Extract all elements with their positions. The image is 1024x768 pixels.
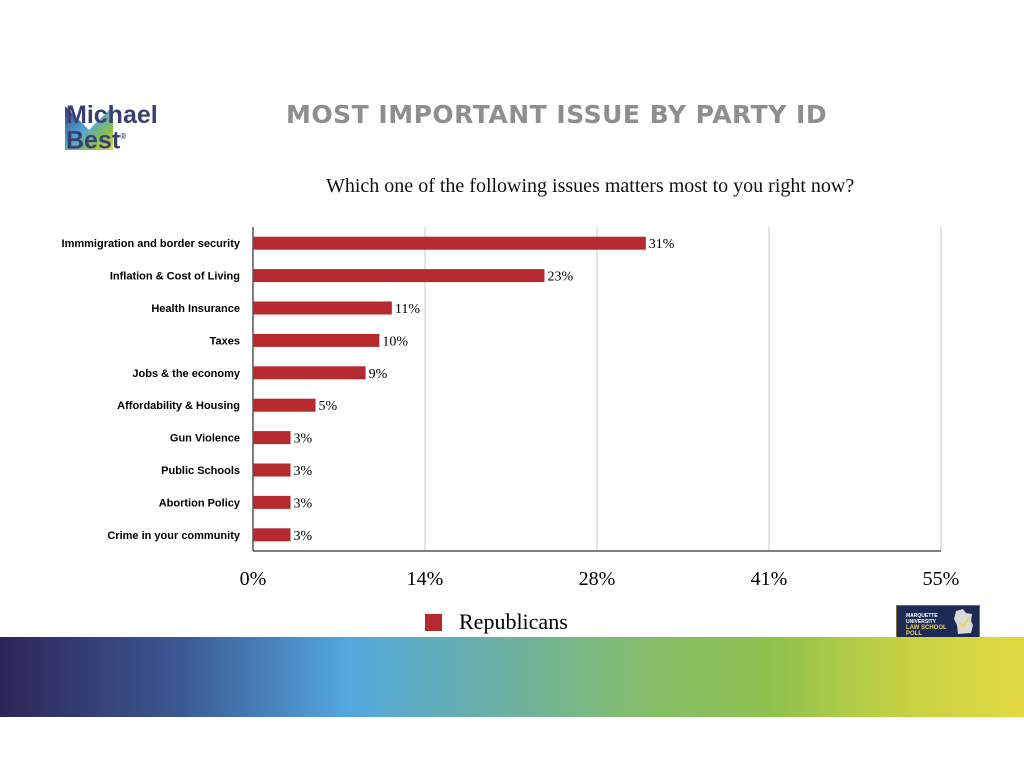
bar: [253, 398, 316, 412]
category-label: Jobs & the economy: [132, 368, 240, 380]
bar: [253, 495, 291, 509]
x-tick-label: 55%: [923, 568, 960, 590]
poll-badge-text: MARQUETTE UNIVERSITY LAW SCHOOL POLL: [906, 613, 956, 637]
category-label: Taxes: [210, 335, 240, 347]
logo-line-1: Michael: [66, 101, 158, 129]
legend-swatch: [425, 613, 442, 631]
category-label: Gun Violence: [170, 433, 240, 445]
x-tick-label: 41%: [751, 568, 788, 590]
chart-title: Which one of the following issues matter…: [326, 175, 855, 197]
logo-line-2: Best®: [66, 126, 127, 155]
category-label: Affordability & Housing: [117, 400, 240, 412]
category-label: Public Schools: [161, 465, 240, 477]
category-label: Immmigration and border security: [62, 238, 241, 250]
poll-badge-line-1: MARQUETTE UNIVERSITY: [906, 613, 938, 625]
bar-chart: 0% 14% 28% 41% 55% Immmigration and border se…: [62, 227, 960, 590]
value-label: 3%: [294, 496, 313, 511]
x-tick-label: 28%: [579, 568, 616, 590]
chart-legend: Republicans: [425, 608, 568, 636]
slide-title: MOST IMPORTANT ISSUE BY PARTY ID: [286, 100, 828, 129]
value-label: 5%: [319, 399, 338, 414]
value-label: 3%: [294, 529, 313, 544]
logo-mark: ®: [120, 132, 127, 141]
x-tick-label: 0%: [240, 568, 267, 590]
value-label: 10%: [382, 334, 408, 349]
value-label: 23%: [547, 270, 573, 285]
logo-text: Michael Best®: [66, 101, 158, 155]
bar: [253, 528, 291, 542]
category-label: Abortion Policy: [159, 497, 241, 509]
bar: [253, 333, 380, 347]
category-label: Health Insurance: [151, 303, 240, 315]
x-tick-label: 14%: [407, 568, 444, 590]
value-label: 9%: [369, 367, 388, 382]
value-label: 3%: [294, 432, 313, 447]
gradient-footer-band: [0, 637, 1024, 717]
poll-badge-line-2: LAW SCHOOL POLL: [906, 625, 947, 637]
legend-label: Republicans: [459, 609, 568, 634]
bar: [253, 236, 646, 250]
category-label: Crime in your community: [107, 530, 241, 542]
law-school-poll-badge: MARQUETTE UNIVERSITY LAW SCHOOL POLL: [896, 605, 980, 639]
bar: [253, 463, 291, 477]
value-label: 11%: [395, 302, 420, 317]
bar: [253, 269, 545, 283]
bar: [253, 431, 291, 445]
value-label: 31%: [649, 237, 675, 252]
michael-best-logo-icon: [65, 106, 113, 150]
category-label: Inflation & Cost of Living: [110, 271, 240, 283]
bar: [253, 366, 366, 380]
bar: [253, 301, 392, 315]
wisconsin-map-icon: [954, 609, 973, 634]
value-label: 3%: [294, 464, 313, 479]
